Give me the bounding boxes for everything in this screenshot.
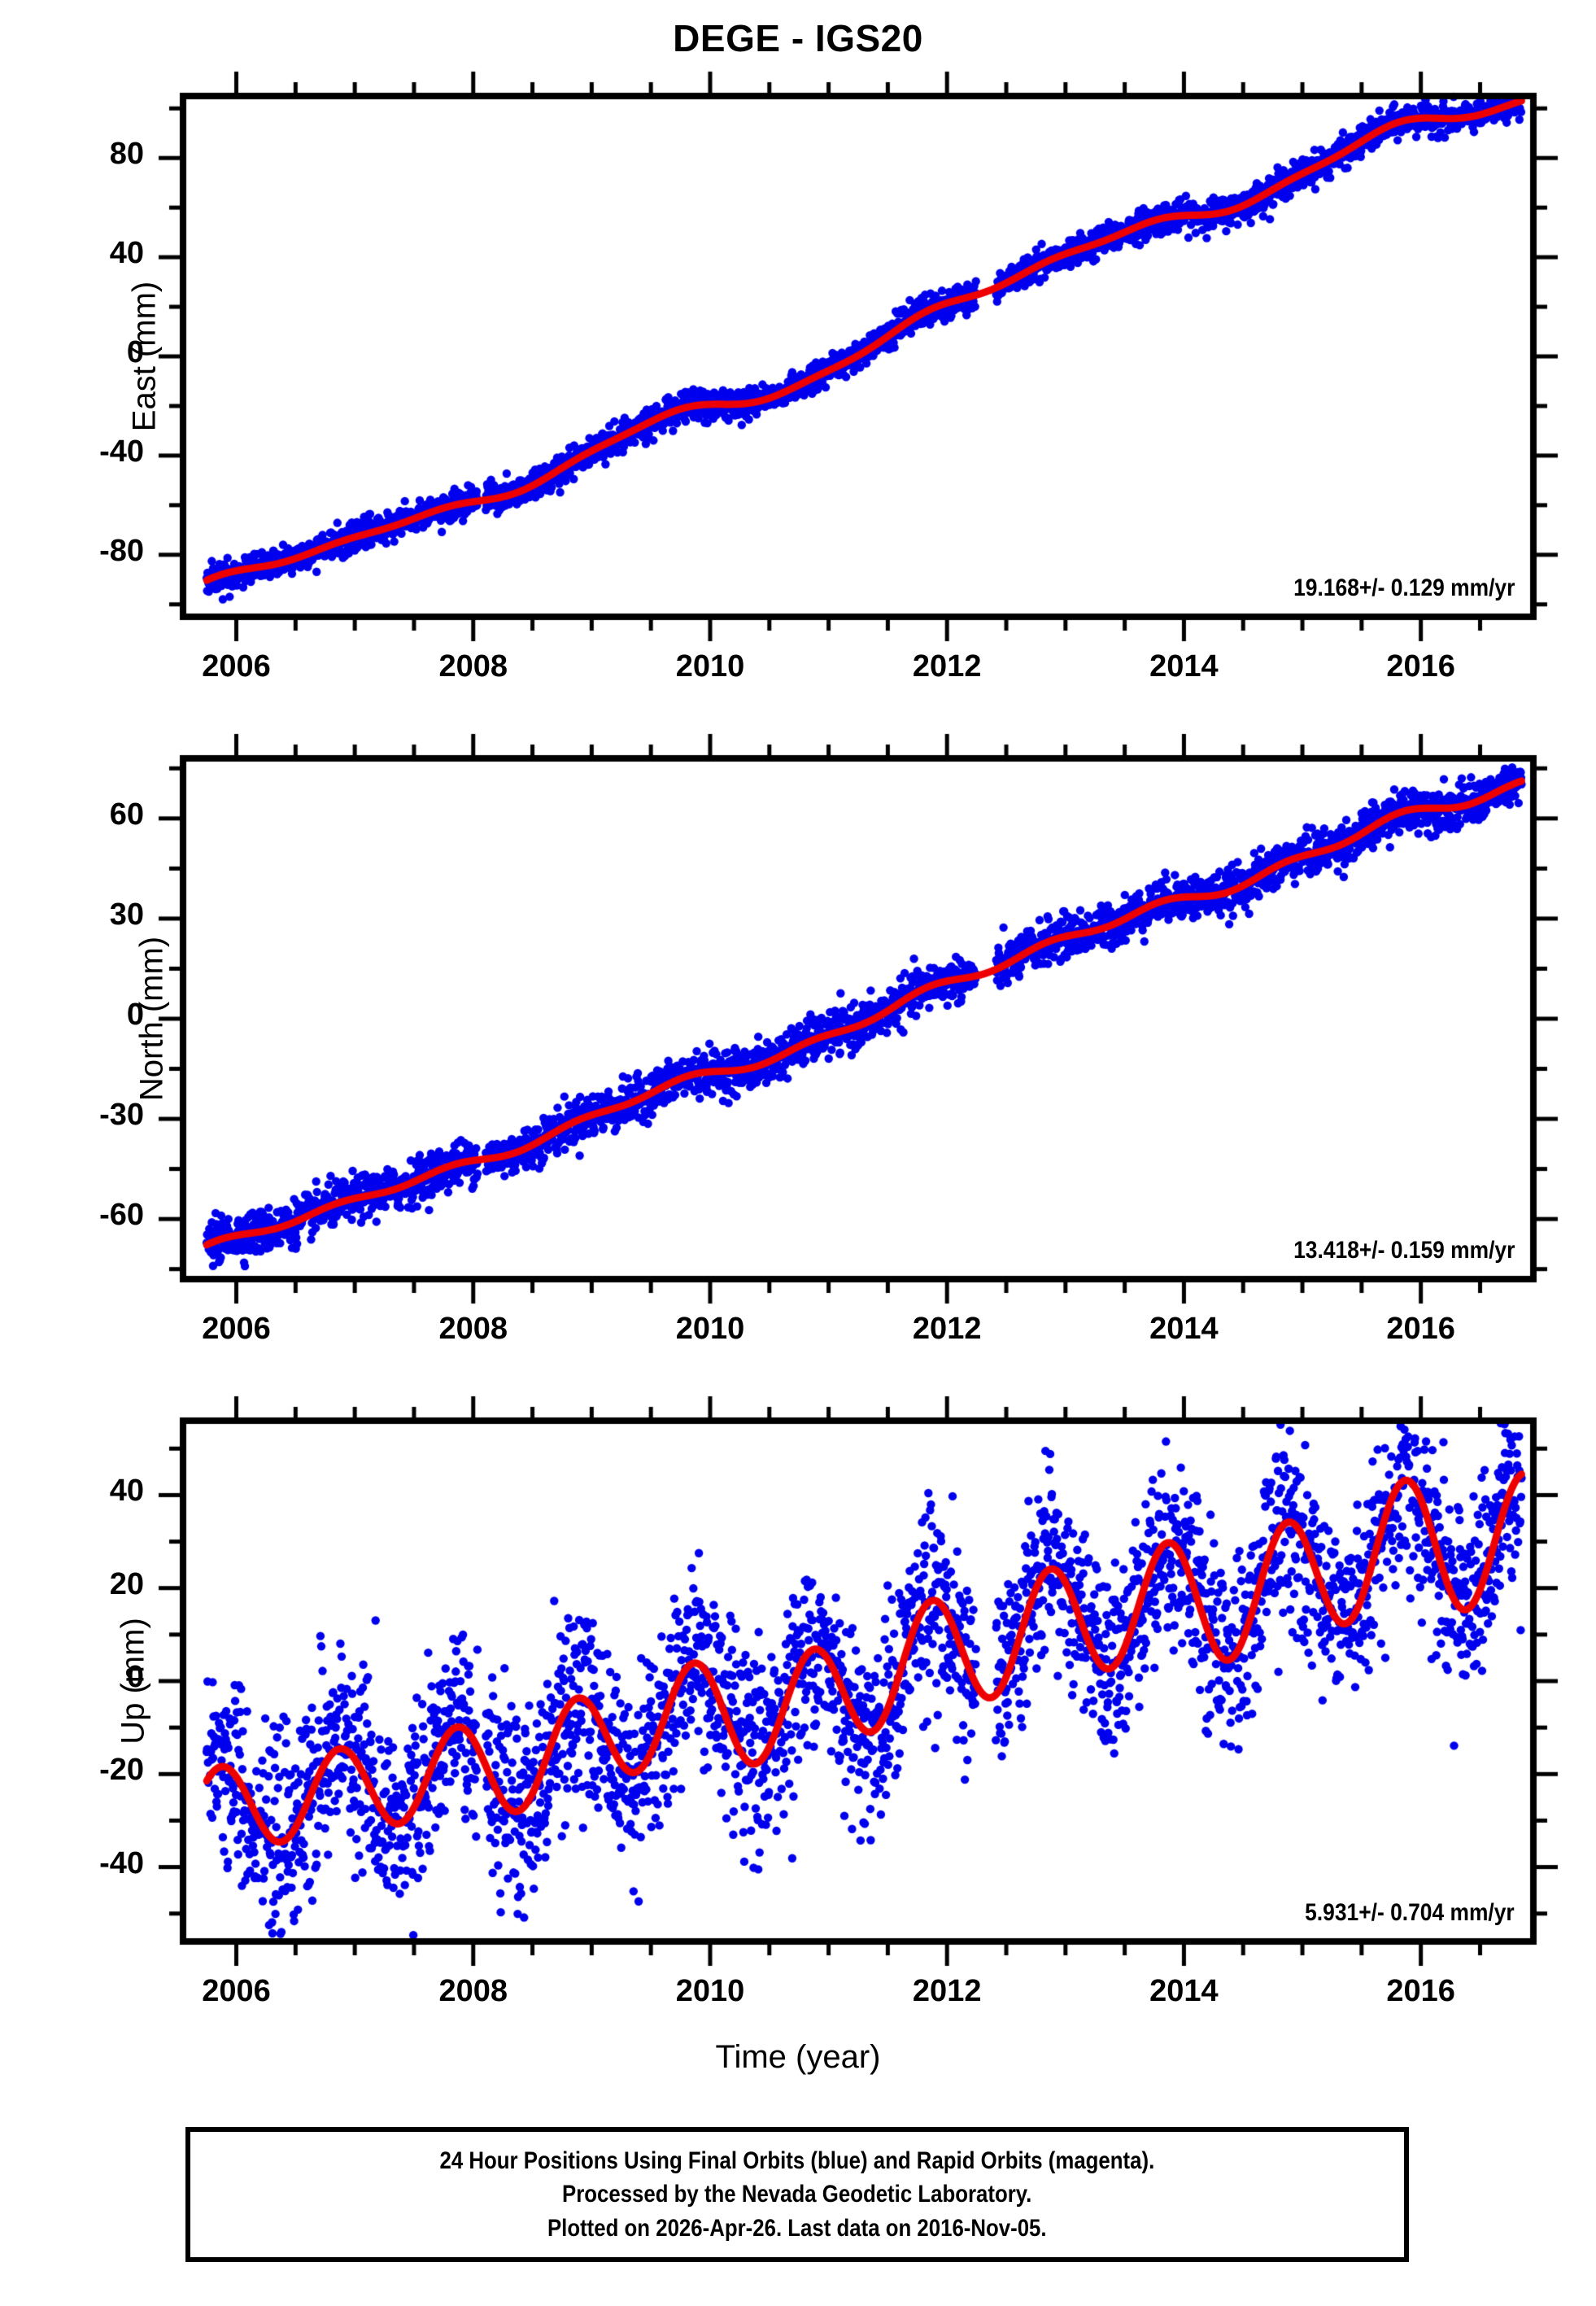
x-axis-tick-label: 2010	[675, 1312, 745, 1346]
caption-box: 24 Hour Positions Using Final Orbits (bl…	[185, 2127, 1409, 2262]
y-axis-title: Up (mm)	[115, 1618, 151, 1745]
x-axis-tick-label: 2014	[1149, 1974, 1219, 2008]
x-axis-tick-label: 2006	[202, 1312, 271, 1346]
x-axis-tick-label: 2014	[1149, 1312, 1219, 1346]
y-axis-tick-label: 40	[109, 236, 144, 271]
caption-line-1: 24 Hour Positions Using Final Orbits (bl…	[439, 2147, 1155, 2174]
rate-annotation: 19.168+/- 0.129 mm/yr	[1293, 574, 1515, 601]
y-axis-tick-label: 0	[126, 1660, 144, 1694]
x-axis-tick-label: 2006	[202, 1974, 271, 2008]
y-axis-tick-label: 20	[109, 1566, 144, 1601]
rate-annotation: 13.418+/- 0.159 mm/yr	[1293, 1237, 1515, 1264]
y-axis-tick-label: -40	[99, 1845, 144, 1880]
x-axis-tick-label: 2010	[675, 649, 745, 684]
x-axis-tick-label: 2012	[912, 649, 982, 684]
x-axis-tick-label: 2008	[438, 1312, 508, 1346]
x-axis-tick-label: 2016	[1386, 649, 1455, 684]
rate-annotation: 5.931+/- 0.704 mm/yr	[1305, 1899, 1515, 1926]
x-axis-tick-label: 2008	[438, 1974, 508, 2008]
y-axis-tick-label: 60	[109, 797, 144, 832]
y-axis-tick-label: 0	[126, 998, 144, 1032]
x-axis-tick-label: 2014	[1149, 649, 1219, 684]
y-axis-tick-label: 40	[109, 1474, 144, 1509]
caption-line-3: Plotted on 2026-Apr-26. Last data on 201…	[547, 2214, 1047, 2242]
x-axis-tick-label: 2010	[675, 1974, 745, 2008]
x-axis-tick-label: 2016	[1386, 1312, 1455, 1346]
y-axis-tick-label: 0	[126, 335, 144, 369]
x-axis-tick-label: 2016	[1386, 1974, 1455, 2008]
x-axis-tick-label: 2006	[202, 649, 271, 684]
x-axis-tick-label: 2012	[912, 1974, 982, 2008]
y-axis-tick-label: -60	[99, 1198, 144, 1233]
y-axis-tick-label: 80	[109, 137, 144, 172]
x-axis-tick-label: 2012	[912, 1312, 982, 1346]
y-axis-title: East (mm)	[126, 281, 163, 432]
x-axis-title: Time (year)	[715, 2039, 881, 2075]
caption-line-2: Processed by the Nevada Geodetic Laborat…	[562, 2181, 1032, 2208]
y-axis-title: North (mm)	[133, 936, 170, 1102]
y-axis-tick-label: 30	[109, 897, 144, 932]
y-axis-tick-label: -30	[99, 1098, 144, 1133]
y-axis-tick-label: -40	[99, 434, 144, 469]
page-title: DEGE - IGS20	[673, 17, 923, 59]
y-axis-tick-label: -20	[99, 1753, 144, 1788]
y-axis-tick-label: -80	[99, 533, 144, 568]
x-axis-tick-label: 2008	[438, 649, 508, 684]
